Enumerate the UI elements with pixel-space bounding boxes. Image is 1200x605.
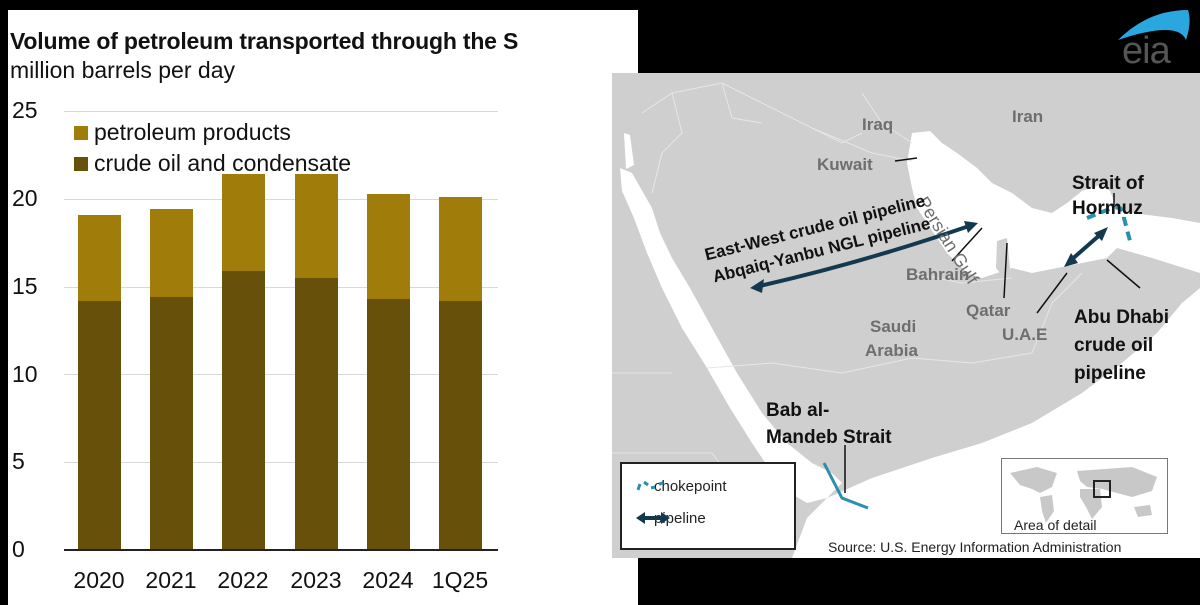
plot-area: 25 20 15 10 5 0 petroleum products crude… bbox=[8, 10, 638, 605]
x-tick-label: 2021 bbox=[145, 567, 197, 593]
bar-segment-petroleum-products bbox=[78, 214, 121, 301]
y-tick-5: 5 bbox=[12, 448, 25, 474]
map-legend-chokepoint: chokepoint bbox=[636, 478, 727, 495]
bar-segment-petroleum-products bbox=[222, 174, 265, 271]
source-note: Source: U.S. Energy Information Administ… bbox=[828, 539, 1122, 555]
chart-panel: Volume of petroleum transported through … bbox=[8, 10, 638, 605]
bar-segment-crude-oil bbox=[295, 277, 338, 550]
legend-item-petroleum-products: petroleum products bbox=[74, 117, 351, 148]
y-tick-15: 15 bbox=[12, 273, 38, 299]
bar-segment-petroleum-products bbox=[439, 197, 482, 301]
eia-logo: eia bbox=[1108, 4, 1198, 72]
bar-2024 bbox=[367, 193, 410, 550]
bar-segment-crude-oil bbox=[78, 300, 121, 550]
legend-label: crude oil and condensate bbox=[94, 150, 352, 176]
label-iraq: Iraq bbox=[862, 115, 894, 134]
eia-logo-text: eia bbox=[1122, 30, 1171, 72]
x-tick-label: 1Q25 bbox=[431, 567, 489, 593]
bar-2021 bbox=[150, 209, 193, 550]
map-legend-pipeline: pipeline bbox=[636, 510, 706, 527]
gridline bbox=[64, 111, 498, 112]
bar-2022 bbox=[222, 174, 265, 550]
bar-segment-crude-oil bbox=[367, 298, 410, 550]
gridline bbox=[64, 287, 498, 288]
gridline bbox=[64, 199, 498, 200]
inset-label: Area of detail bbox=[1014, 517, 1097, 533]
label-abu-dhabi-3: pipeline bbox=[1074, 363, 1146, 384]
label-saudi-arabia-2: Arabia bbox=[865, 341, 918, 360]
x-tick-label: 2024 bbox=[362, 567, 414, 593]
bar-segment-crude-oil bbox=[222, 270, 265, 550]
y-tick-25: 25 bbox=[12, 97, 38, 123]
pipeline-arrow-icon bbox=[636, 512, 670, 524]
world-map-graphic bbox=[1010, 467, 1157, 523]
gridline bbox=[64, 462, 498, 463]
x-tick-label: 2020 bbox=[73, 567, 125, 593]
bar-segment-petroleum-products bbox=[150, 209, 193, 298]
bar-segment-crude-oil bbox=[439, 300, 482, 550]
label-bab-al-mandeb-2: Mandeb Strait bbox=[766, 427, 892, 448]
label-abu-dhabi-2: crude oil bbox=[1074, 335, 1154, 356]
bar-segment-petroleum-products bbox=[295, 174, 338, 278]
y-tick-20: 20 bbox=[12, 185, 38, 211]
x-tick-label: 2023 bbox=[290, 567, 342, 593]
chokepoint-icon bbox=[636, 480, 664, 491]
chart-legend: petroleum products crude oil and condens… bbox=[74, 117, 351, 179]
x-tick-label: 2022 bbox=[217, 567, 269, 593]
chart-subtitle: million barrels per day bbox=[10, 57, 235, 83]
map-panel: Iraq Iran Kuwait Bahrain Qatar Saudi Ara… bbox=[612, 73, 1200, 558]
eia-arc-icon bbox=[1118, 10, 1190, 40]
label-uae: U.A.E bbox=[1002, 325, 1048, 344]
gridline bbox=[64, 374, 498, 375]
label-kuwait: Kuwait bbox=[817, 155, 873, 174]
map-legend: chokepoint pipeline bbox=[620, 462, 796, 550]
legend-swatch-crude bbox=[74, 156, 88, 171]
label-abu-dhabi-1: Abu Dhabi bbox=[1074, 307, 1169, 328]
map-legend-chokepoint-label: chokepoint bbox=[654, 478, 727, 495]
bar-1Q25 bbox=[439, 197, 482, 550]
inset-world-map: Area of detail bbox=[1001, 458, 1168, 534]
x-axis-line bbox=[64, 549, 498, 551]
y-tick-0: 0 bbox=[12, 536, 25, 562]
label-bab-al-mandeb-1: Bab al- bbox=[766, 400, 830, 421]
bar-2023 bbox=[295, 174, 338, 550]
label-saudi-arabia-1: Saudi bbox=[870, 317, 917, 336]
label-iran: Iran bbox=[1012, 107, 1044, 126]
bar-segment-petroleum-products bbox=[367, 193, 410, 299]
legend-item-crude-oil: crude oil and condensate bbox=[74, 148, 351, 179]
bar-segment-crude-oil bbox=[150, 297, 193, 550]
bar-2020 bbox=[78, 214, 121, 550]
label-bahrain: Bahrain bbox=[906, 265, 970, 284]
y-tick-10: 10 bbox=[12, 361, 38, 387]
chart-title: Volume of petroleum transported through … bbox=[10, 28, 519, 54]
legend-label: petroleum products bbox=[94, 119, 291, 145]
map-legend-pipeline-label: pipeline bbox=[654, 510, 706, 527]
legend-swatch-products bbox=[74, 125, 88, 140]
label-qatar: Qatar bbox=[966, 301, 1011, 320]
label-strait-of-hormuz-2: Hormuz bbox=[1072, 198, 1143, 219]
label-strait-of-hormuz-1: Strait of bbox=[1072, 173, 1144, 194]
